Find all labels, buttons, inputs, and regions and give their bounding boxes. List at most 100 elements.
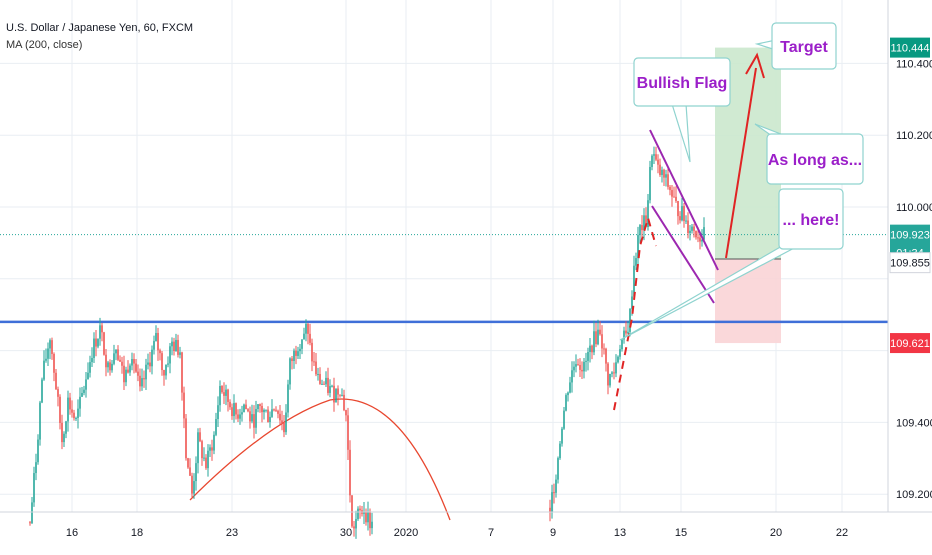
- price-tag-label: 109.855: [890, 258, 930, 270]
- candle-body: [253, 414, 255, 428]
- target-arrow-head: [745, 52, 765, 79]
- candle-body: [575, 364, 577, 367]
- candle-body: [317, 374, 319, 376]
- candle-body: [105, 354, 107, 368]
- candle-body: [551, 492, 553, 513]
- candle-body: [337, 388, 339, 395]
- time-tick-label: 30: [340, 527, 352, 539]
- candle-body: [553, 492, 555, 494]
- candle-body: [563, 410, 565, 429]
- candle-body: [633, 265, 635, 297]
- candle-body: [577, 364, 579, 366]
- candle-body: [217, 405, 219, 419]
- candle-body: [115, 349, 117, 354]
- symbol-title: U.S. Dollar / Japanese Yen, 60, FXCM: [6, 22, 194, 34]
- candle-body: [99, 325, 101, 339]
- candle-body: [349, 449, 351, 496]
- time-tick-label: 20: [770, 527, 782, 539]
- drawings: [613, 52, 765, 411]
- candle-body: [251, 414, 253, 422]
- candle-body: [147, 362, 149, 365]
- candle-body: [351, 495, 353, 527]
- candle-body: [103, 332, 105, 355]
- candle-body: [693, 226, 695, 231]
- candle-body: [157, 332, 159, 351]
- candle-body: [637, 235, 639, 259]
- candle-body: [303, 333, 305, 340]
- candle-body: [369, 512, 371, 529]
- candle-body: [53, 353, 55, 373]
- candle-body: [51, 340, 53, 354]
- candle-body: [261, 405, 263, 413]
- candle-body: [311, 342, 313, 362]
- candle-body: [607, 363, 609, 386]
- candle-body: [91, 357, 93, 363]
- candle-body: [617, 356, 619, 363]
- candle-body: [341, 394, 343, 396]
- candle-body: [371, 521, 373, 529]
- candle-body: [89, 362, 91, 373]
- candle-body: [137, 371, 139, 376]
- candle-body: [599, 329, 601, 335]
- candle-body: [31, 502, 33, 524]
- support-level: [0, 234, 888, 324]
- candle-body: [611, 372, 613, 374]
- candle-body: [681, 206, 683, 221]
- candle-body: [571, 370, 573, 383]
- time-tick-label: 9: [550, 527, 556, 539]
- candle-body: [145, 364, 147, 380]
- candle-body: [257, 404, 259, 409]
- candle-body: [597, 329, 599, 345]
- candle-body: [33, 473, 35, 503]
- candle-body: [227, 389, 229, 402]
- candle-body: [175, 339, 177, 351]
- candle-body: [87, 372, 89, 380]
- candle-body: [181, 352, 183, 393]
- price-tag: 109.923: [890, 224, 930, 245]
- candle-body: [355, 519, 357, 529]
- candle-body: [269, 416, 271, 423]
- candle-body: [197, 432, 199, 464]
- candle-body: [29, 522, 31, 524]
- candle-body: [271, 409, 273, 417]
- candle-body: [559, 443, 561, 459]
- candle-body: [685, 220, 687, 222]
- candle-body: [309, 333, 311, 343]
- candle-body: [363, 511, 365, 514]
- candle-body: [285, 412, 287, 433]
- candle-body: [45, 358, 47, 361]
- candle-body: [641, 225, 643, 231]
- candle-body: [293, 350, 295, 362]
- candle-body: [213, 434, 215, 451]
- price-tag: 109.621: [890, 333, 930, 354]
- candle-body: [291, 358, 293, 362]
- candle-body: [79, 396, 81, 409]
- callouts: Bullish Flag Target As long as... ... here!: [619, 22, 864, 341]
- candle-body: [149, 362, 151, 367]
- price-tag-label: 110.444: [891, 43, 930, 55]
- candle-body: [171, 341, 173, 347]
- callout-here-box: [778, 188, 844, 250]
- price-axis[interactable]: 110.400 110.200 110.000 109.400 109.200: [887, 0, 932, 512]
- candle-body: [669, 186, 671, 191]
- candle-body: [579, 364, 581, 370]
- candle-body: [367, 512, 369, 523]
- candle-body: [345, 410, 347, 416]
- grid-lines: [0, 0, 888, 512]
- candle-body: [679, 216, 681, 221]
- candle-body: [241, 412, 243, 415]
- candle-body: [119, 359, 121, 362]
- candle-body: [277, 410, 279, 414]
- price-tick-label: 109.200: [896, 489, 932, 501]
- time-axis[interactable]: 16 18 23 30 2020 7 9 13 15 20 22: [0, 511, 932, 539]
- candle-body: [41, 379, 43, 403]
- candle-body: [653, 154, 655, 156]
- candle-body: [139, 375, 141, 387]
- candle-body: [143, 378, 145, 380]
- price-tag-bg: [890, 224, 930, 245]
- candle-body: [365, 511, 367, 523]
- candle-body: [141, 378, 143, 387]
- callout-as-long-as-box: [766, 133, 864, 185]
